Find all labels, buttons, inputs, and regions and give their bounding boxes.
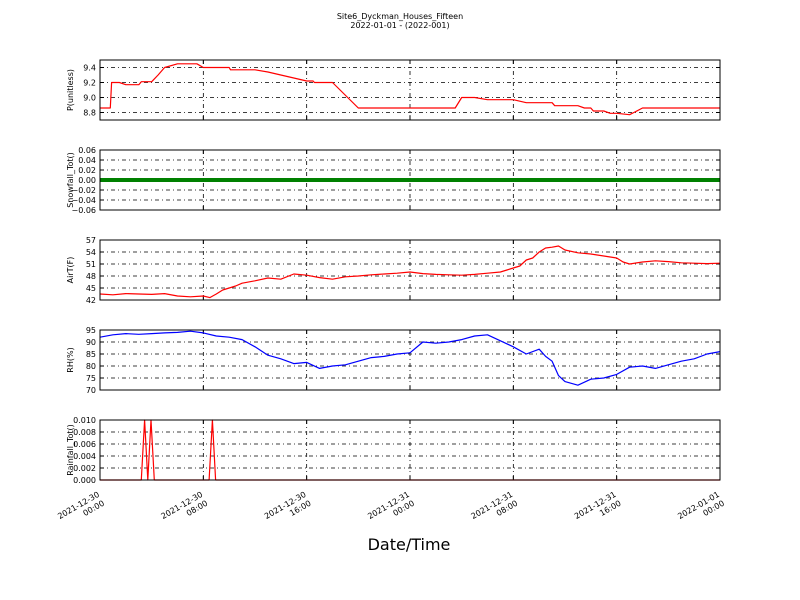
y-tick-label: 9.0	[83, 94, 96, 103]
plot-frame	[99, 149, 721, 211]
subplot-3: 42 45 48 51 54 57 AirT(F)	[66, 236, 721, 305]
y-axis-label: P(unitless)	[66, 69, 75, 111]
y-tick-label: −0.04	[71, 196, 96, 205]
series-line	[100, 419, 720, 481]
y-axis-label: Rainfall_Tot()	[66, 424, 75, 476]
y-tick-label: 57	[86, 236, 96, 245]
y-axis-label: RH(%)	[66, 347, 75, 372]
x-axis-label: Date/Time	[368, 535, 451, 554]
y-tick-label: 0.004	[73, 452, 96, 461]
y-tick-label: 45	[86, 284, 96, 293]
y-tick-label: 90	[86, 338, 96, 347]
y-tick-label: 70	[86, 386, 96, 395]
y-tick-label: 0.008	[73, 428, 96, 437]
y-tick-label: 9.2	[83, 79, 96, 88]
y-tick-label: 80	[86, 362, 96, 371]
y-tick-label: 0.00	[78, 176, 96, 185]
x-tick-label: 2021-12-3108:00	[470, 490, 520, 530]
x-tick-label: 2021-12-3016:00	[263, 490, 313, 530]
y-tick-label: 54	[86, 248, 96, 257]
y-tick-label: 8.8	[83, 109, 96, 118]
x-tick-label: 2022-01-0100:00	[676, 490, 726, 530]
y-tick-label: 9.4	[83, 64, 96, 73]
y-tick-label: −0.06	[71, 206, 96, 215]
y-tick-label: 51	[86, 260, 96, 269]
series-line	[99, 330, 721, 386]
subplot-5: 0.000 0.002 0.004 0.006 0.008 0.010Rainfall_T…	[66, 416, 721, 485]
y-tick-label: 85	[86, 350, 96, 359]
y-tick-label: 48	[86, 272, 96, 281]
plot-frame	[99, 239, 721, 301]
y-tick-label: −0.02	[71, 186, 96, 195]
x-tick-label: 2021-12-3000:00	[56, 490, 106, 530]
chart-title: Site6_Dyckman_Houses_Fifteen	[337, 12, 463, 21]
plot-frame	[99, 419, 721, 481]
y-tick-label: 0.06	[78, 146, 96, 155]
y-tick-label: 42	[86, 296, 96, 305]
plot-frame	[99, 329, 721, 391]
x-axis-ticks: 2021-12-3000:00 2021-12-3008:00 2021-12-30…	[56, 490, 726, 530]
subplot-4: 70 75 80 85 90 95 RH(%)	[66, 326, 721, 395]
y-tick-label: 0.006	[73, 440, 96, 449]
x-tick-label: 2021-12-3008:00	[160, 490, 210, 530]
y-tick-label: 75	[86, 374, 96, 383]
x-tick-label: 2021-12-3100:00	[366, 490, 416, 530]
y-tick-label: 95	[86, 326, 96, 335]
plot-frame	[99, 59, 721, 121]
y-tick-label: 0.002	[73, 464, 96, 473]
y-tick-label: 0.000	[73, 476, 96, 485]
y-tick-label: 0.02	[78, 166, 96, 175]
y-axis-label: AirT(F)	[66, 257, 75, 284]
subplot-2: −0.06−0.04−0.020.000.020.040.06Snowfall_…	[66, 146, 721, 215]
y-tick-label: 0.010	[73, 416, 96, 425]
y-axis-label: Snowfall_Tot()	[66, 152, 75, 208]
series-line	[99, 245, 721, 299]
x-tick-label: 2021-12-3116:00	[573, 490, 623, 530]
subplot-1: 8.8 9.0 9.2 9.4 P(unitless)	[66, 59, 721, 121]
series-line	[100, 63, 720, 116]
subplot-group: 8.89.09.29.4P(unitless)−0.06−0.04−0.020.…	[66, 59, 721, 485]
y-tick-label: 0.04	[78, 156, 96, 165]
chart-subtitle: 2022-01-01 - (2022-001)	[350, 21, 449, 30]
